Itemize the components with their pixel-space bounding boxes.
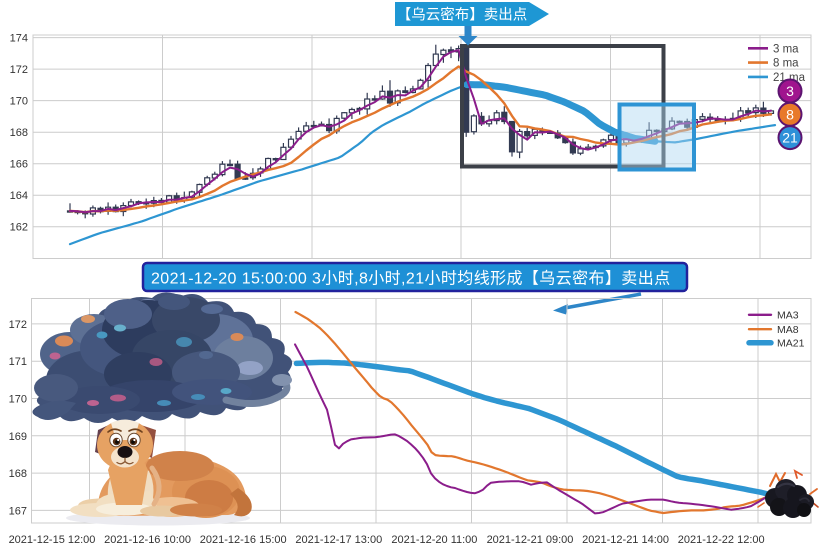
svg-text:2021-12-16 10:00: 2021-12-16 10:00: [104, 534, 191, 546]
svg-text:168: 168: [9, 468, 27, 480]
svg-text:174: 174: [10, 33, 28, 45]
svg-text:MA3: MA3: [777, 310, 799, 322]
svg-text:172: 172: [10, 64, 28, 76]
svg-text:8: 8: [786, 106, 794, 122]
svg-text:MA8: MA8: [777, 324, 799, 336]
svg-text:2021-12-22 12:00: 2021-12-22 12:00: [678, 534, 765, 546]
svg-text:162: 162: [10, 222, 28, 234]
svg-text:168: 168: [10, 127, 28, 139]
svg-text:2021-12-21 14:00: 2021-12-21 14:00: [582, 534, 669, 546]
svg-text:2021-12-17 13:00: 2021-12-17 13:00: [295, 534, 382, 546]
svg-text:21 ma: 21 ma: [773, 72, 806, 84]
svg-text:2021-12-20 15:00:00 3小时,8小时,21: 2021-12-20 15:00:00 3小时,8小时,21小时均线形成【乌云密…: [151, 270, 671, 288]
svg-text:172: 172: [9, 319, 27, 331]
svg-text:3: 3: [786, 83, 794, 99]
svg-text:2021-12-21 09:00: 2021-12-21 09:00: [487, 534, 574, 546]
svg-text:171: 171: [9, 356, 27, 368]
svg-text:2021-12-20 11:00: 2021-12-20 11:00: [391, 534, 477, 546]
svg-text:21: 21: [782, 130, 798, 146]
svg-text:164: 164: [10, 190, 28, 202]
svg-text:8 ma: 8 ma: [773, 58, 799, 70]
svg-text:169: 169: [9, 431, 27, 443]
svg-text:2021-12-15 12:00: 2021-12-15 12:00: [9, 534, 96, 546]
svg-text:2021-12-16 15:00: 2021-12-16 15:00: [200, 534, 287, 546]
svg-text:170: 170: [9, 394, 27, 406]
svg-text:170: 170: [10, 96, 28, 108]
svg-text:【乌云密布】卖出点: 【乌云密布】卖出点: [397, 7, 528, 24]
svg-text:3 ma: 3 ma: [773, 43, 799, 55]
svg-text:MA21: MA21: [777, 338, 805, 350]
svg-text:167: 167: [9, 505, 27, 517]
svg-text:166: 166: [10, 159, 28, 171]
